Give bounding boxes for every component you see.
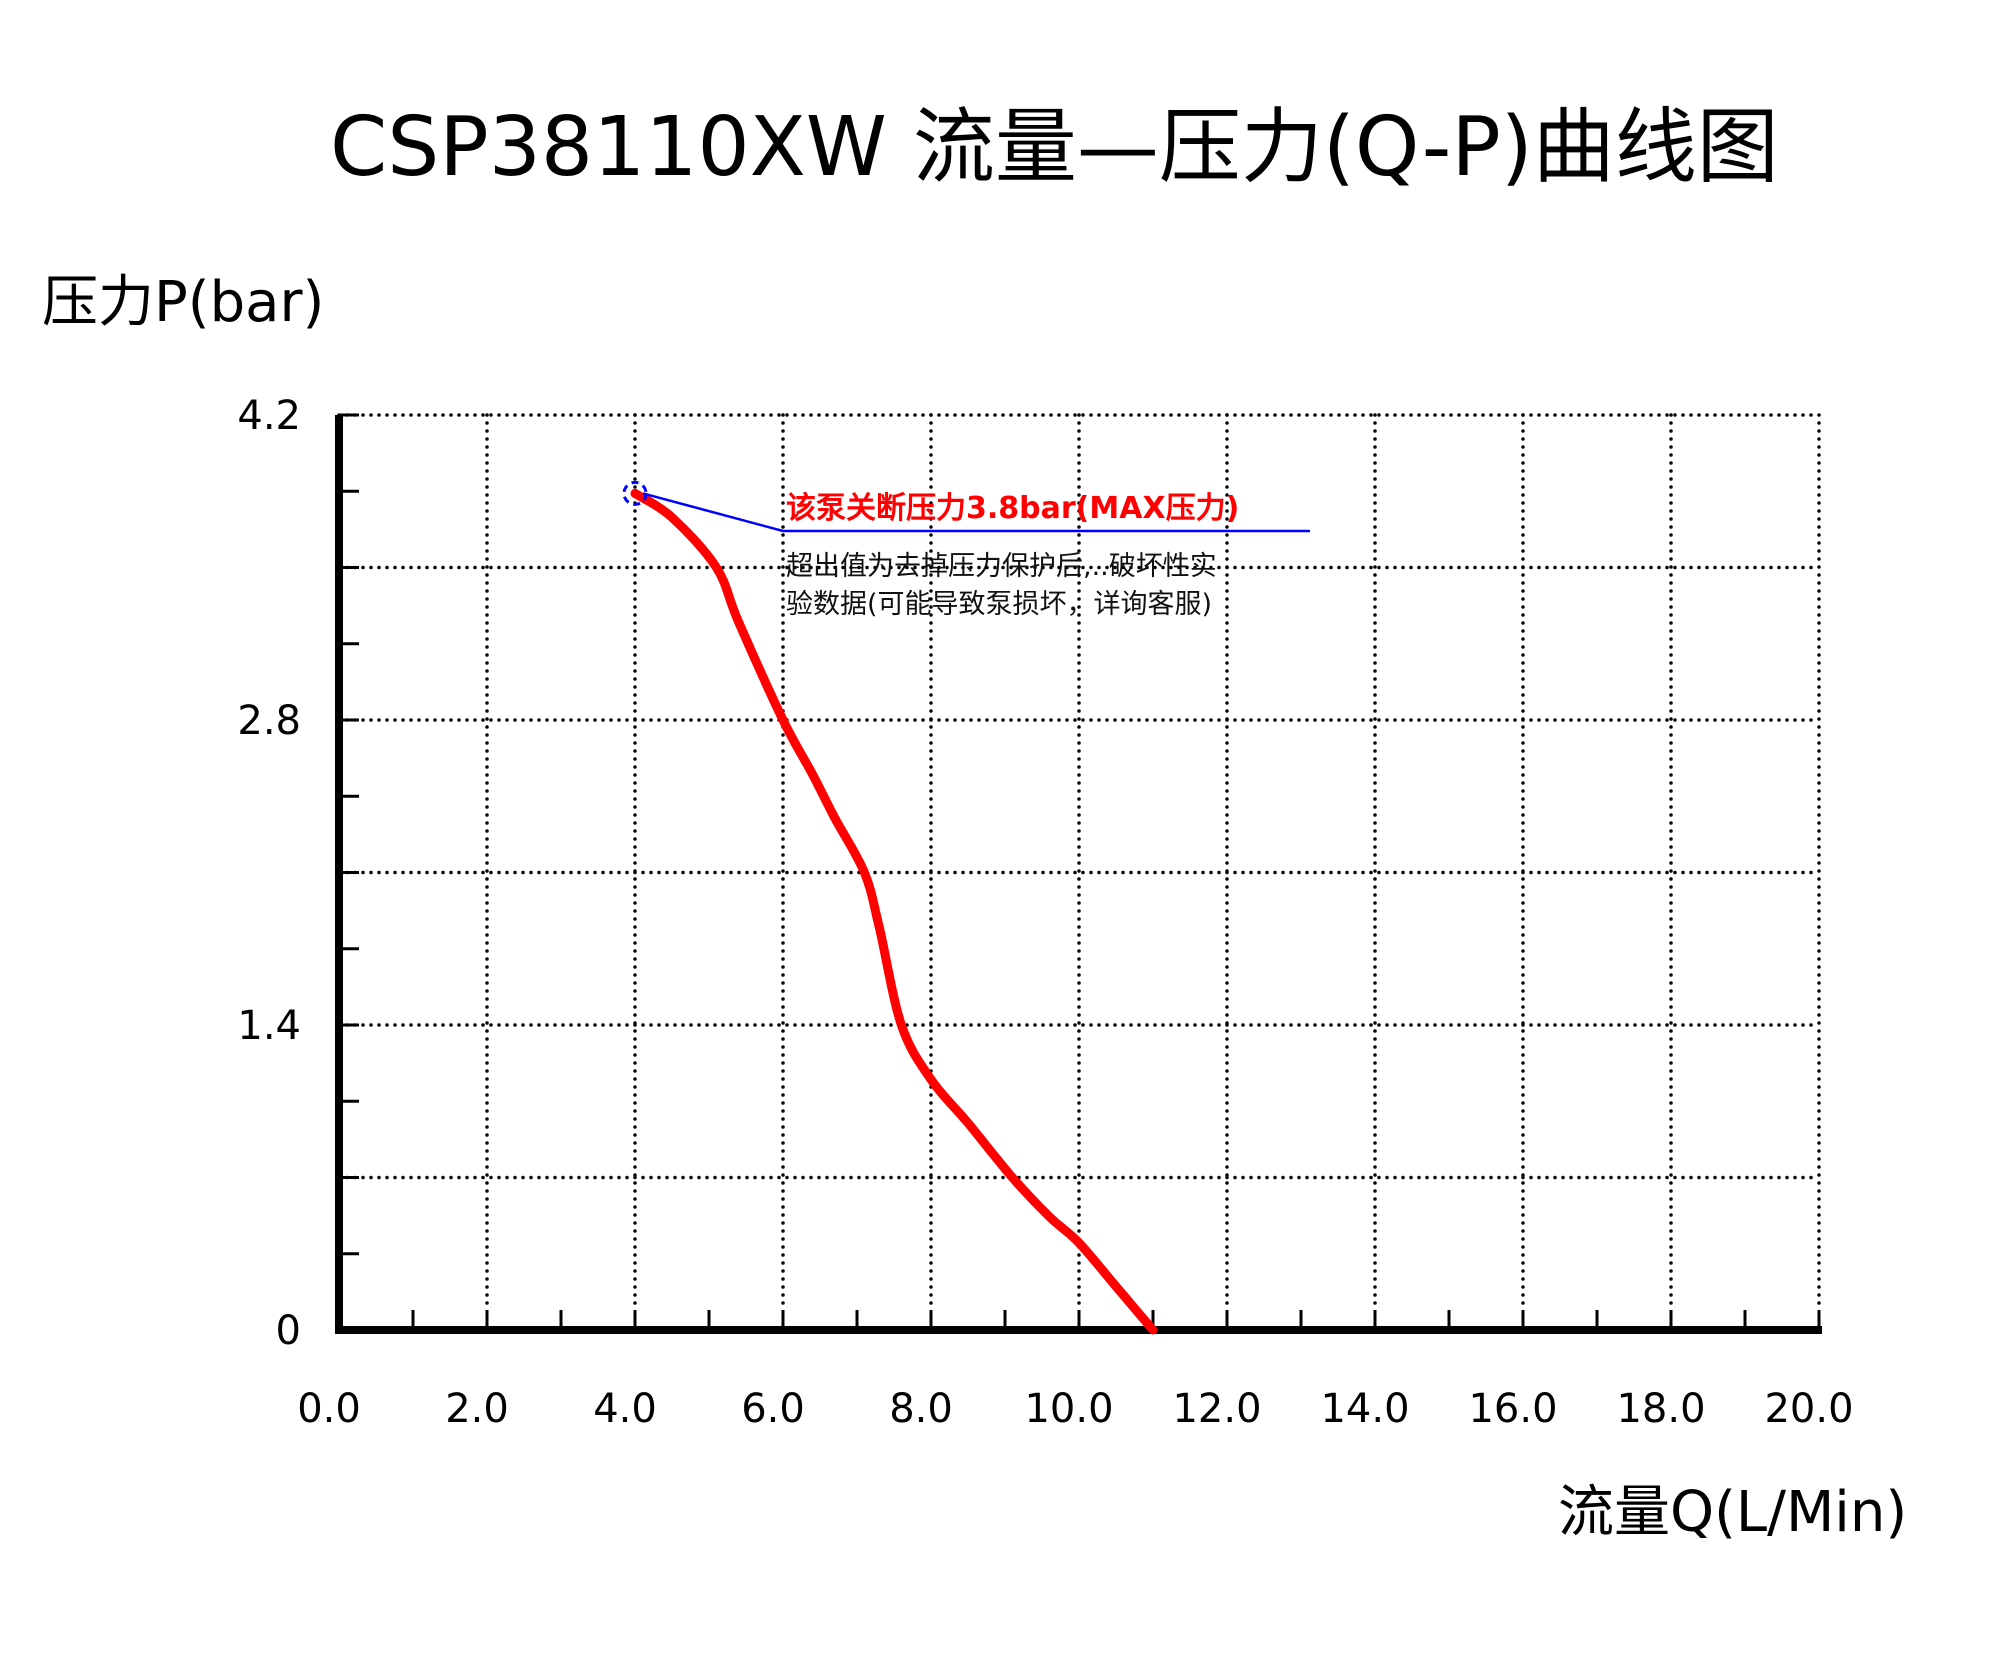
- chart-title: CSP38110XW 流量—压力(Q-P)曲线图: [330, 100, 1779, 195]
- y-tick-labels: 0 1.4 2.8 4.2: [237, 393, 301, 1354]
- x-tick-label: 6.0: [741, 1386, 805, 1432]
- y-tick-label: 4.2: [237, 393, 301, 439]
- x-tick-label: 10.0: [1024, 1386, 1113, 1432]
- max-pressure-annotation: 该泵关断压力3.8bar(MAX压力) 超出值为去掉压力保护后,..破坏性实 验…: [622, 480, 1310, 620]
- x-tick-label: 8.0: [889, 1386, 953, 1432]
- x-tick-label: 12.0: [1172, 1386, 1261, 1432]
- axes: [335, 415, 1822, 1334]
- grid-lines: [337, 413, 1821, 1312]
- y-axis-label: 压力P(bar): [42, 270, 325, 335]
- y-tick-label: 2.8: [237, 698, 301, 744]
- x-tick-label: 16.0: [1468, 1386, 1557, 1432]
- x-axis-label: 流量Q(L/Min): [1558, 1480, 1908, 1545]
- annotation-leader-line: [642, 492, 1310, 533]
- y-tick-label: 0: [276, 1308, 301, 1354]
- x-tick-label: 4.0: [593, 1386, 657, 1432]
- y-tick-label: 1.4: [237, 1003, 301, 1049]
- x-tick-label: 20.0: [1764, 1386, 1853, 1432]
- qp-curve: [630, 488, 1158, 1335]
- x-tick-labels: 0.0 2.0 4.0 6.0 8.0 10.0 12.0 14.0 16.0 18.0 20.0: [297, 1386, 1853, 1432]
- annotation-line-2: 验数据(可能导致泵损坏，详询客服): [786, 589, 1212, 620]
- x-tick-label: 0.0: [297, 1386, 361, 1432]
- x-tick-label: 18.0: [1616, 1386, 1705, 1432]
- x-tick-label: 14.0: [1320, 1386, 1409, 1432]
- x-tick-label: 2.0: [445, 1386, 509, 1432]
- annotation-headline: 该泵关断压力3.8bar(MAX压力): [786, 491, 1239, 526]
- annotation-line-1: 超出值为去掉压力保护后,..破坏性实: [786, 551, 1217, 582]
